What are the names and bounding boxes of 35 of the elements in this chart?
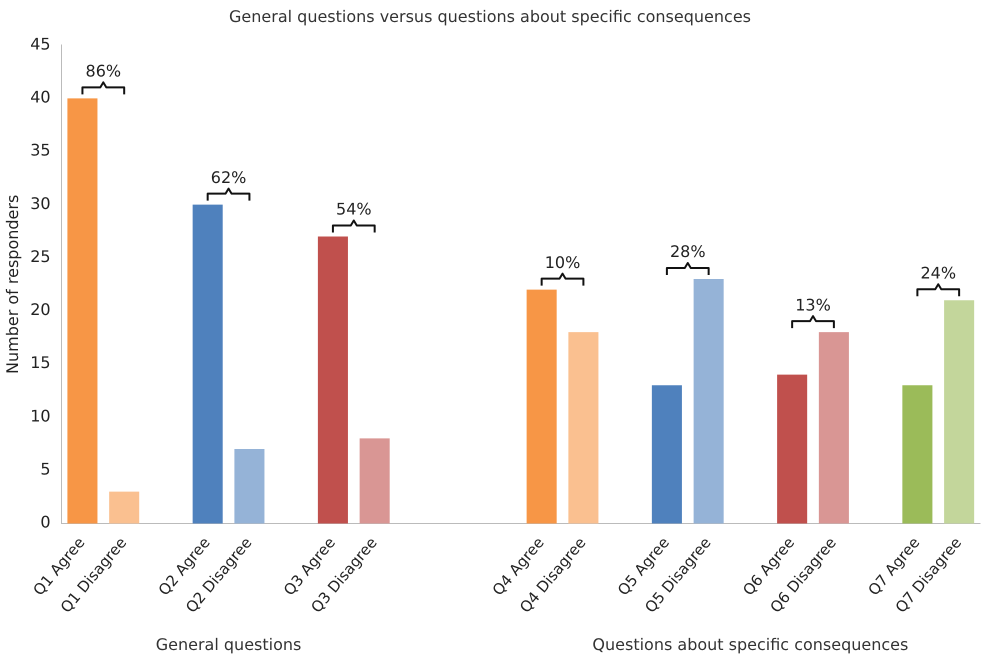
annotation: 54% (336, 200, 372, 219)
bar (192, 204, 223, 524)
bar (652, 385, 682, 524)
annotation: 10% (544, 252, 580, 272)
y-axis-title: Number of responders (2, 194, 22, 374)
annotation: 28% (670, 242, 706, 262)
y-tick-label: 20 (30, 300, 51, 320)
annotation: 86% (86, 61, 122, 80)
annotation: 62% (210, 168, 246, 187)
bar (694, 279, 724, 524)
bar (902, 385, 932, 524)
bar (568, 332, 598, 524)
annotation: 24% (920, 263, 956, 282)
bar (234, 449, 264, 524)
bar (109, 492, 140, 524)
chart-title: General questions versus questions about specific consequences (229, 6, 751, 26)
y-tick-label: 5 (40, 459, 51, 478)
bar (818, 332, 849, 524)
text: Questions about specific consequences (592, 635, 908, 654)
text: General questions (156, 635, 302, 654)
annotation: 13% (795, 295, 831, 314)
bar (360, 438, 390, 524)
y-tick-label: 45 (30, 34, 51, 54)
y-tick-label: 15 (30, 353, 51, 372)
y-tick-label: 10 (30, 406, 51, 426)
y-tick-label: 0 (40, 512, 51, 532)
y-tick-label: 40 (30, 87, 51, 106)
bar (318, 236, 348, 524)
bar (67, 98, 98, 524)
y-tick-label: 25 (30, 246, 51, 266)
y-tick-label: 35 (30, 140, 51, 160)
bar (526, 290, 557, 524)
bar (944, 300, 974, 524)
bar (777, 374, 808, 524)
y-tick-label: 30 (30, 194, 51, 213)
